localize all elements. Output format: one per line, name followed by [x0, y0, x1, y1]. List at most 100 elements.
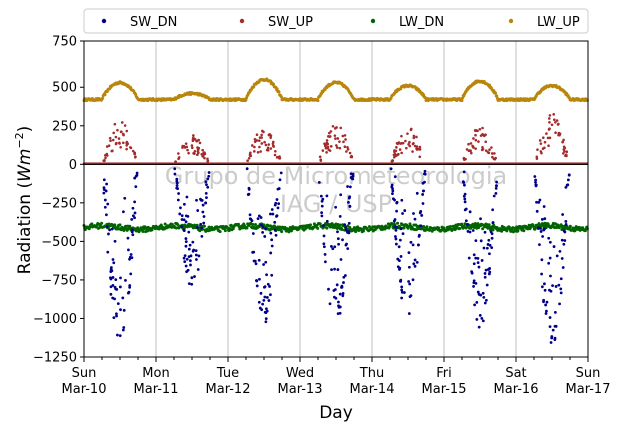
x-tick-label-date: Mar-14	[350, 382, 395, 397]
sw-dn-point	[391, 187, 394, 191]
lw-dn-point	[272, 224, 276, 228]
sw-up-point	[538, 139, 542, 142]
sw-up-point	[562, 148, 566, 151]
sw-dn-point	[276, 206, 280, 210]
sw-up-point	[102, 159, 105, 162]
sw-dn-point	[274, 233, 278, 237]
watermark-line: IAG / USP	[280, 190, 392, 218]
sw-up-point	[116, 128, 119, 132]
sw-dn-point	[334, 205, 338, 209]
sw-dn-point	[538, 226, 542, 230]
sw-dn-point	[547, 236, 551, 240]
sw-dn-point	[264, 260, 268, 264]
sw-dn-point	[114, 278, 118, 282]
sw-up-point	[404, 139, 407, 143]
sw-up-point	[474, 138, 478, 142]
sw-dn-point	[543, 288, 547, 292]
sw-dn-point	[393, 175, 397, 179]
sw-up-point	[110, 149, 114, 153]
sw-up-point	[481, 126, 484, 130]
sw-dn-point	[195, 198, 198, 202]
sw-up-point	[269, 147, 273, 150]
sw-dn-point	[204, 201, 207, 205]
lw-dn-point	[500, 229, 504, 233]
sw-up-point	[134, 155, 137, 159]
sw-dn-point	[462, 181, 466, 184]
sw-dn-point	[264, 227, 267, 230]
sw-dn-point	[416, 243, 420, 247]
sw-dn-point	[394, 242, 398, 246]
sw-dn-point	[102, 191, 106, 195]
sw-dn-point	[480, 316, 484, 320]
sw-up-point	[333, 127, 337, 130]
sw-dn-point	[196, 209, 200, 212]
sw-up-point	[174, 160, 177, 163]
sw-dn-point	[183, 254, 187, 257]
sw-dn-point	[263, 310, 267, 314]
sw-dn-point	[119, 276, 122, 280]
sw-up-point	[490, 146, 493, 149]
sw-up-point	[558, 133, 561, 137]
sw-dn-point	[472, 253, 476, 257]
sw-dn-point	[128, 257, 131, 261]
sw-dn-point	[122, 210, 125, 214]
sw-dn-point	[344, 243, 348, 247]
sw-dn-point	[395, 201, 399, 205]
sw-dn-point	[485, 283, 489, 287]
sw-up-point	[338, 140, 341, 143]
sw-dn-point	[398, 259, 401, 263]
sw-up-point	[335, 146, 339, 149]
sw-up-point	[469, 142, 473, 145]
sw-dn-point	[180, 218, 184, 221]
sw-dn-point	[115, 333, 119, 337]
sw-dn-point	[492, 194, 496, 198]
lw-dn-point	[481, 227, 485, 231]
sw-up-point	[274, 149, 277, 153]
sw-up-point	[547, 144, 550, 148]
sw-up-point	[125, 144, 128, 147]
sw-dn-point	[475, 300, 479, 304]
sw-dn-point	[185, 270, 189, 274]
sw-dn-point	[182, 218, 186, 222]
x-tick-label-date: Mar-15	[422, 382, 467, 397]
sw-dn-point	[329, 245, 333, 248]
sw-dn-point	[535, 209, 539, 213]
sw-dn-point	[322, 242, 326, 246]
sw-dn-point	[495, 180, 499, 184]
sw-dn-point	[421, 181, 425, 185]
sw-up-point	[464, 157, 467, 161]
sw-dn-point	[559, 291, 563, 295]
sw-dn-point	[343, 223, 347, 227]
sw-up-point	[346, 148, 350, 151]
sw-dn-point	[423, 172, 427, 176]
sw-dn-point	[548, 316, 552, 319]
sw-dn-point	[336, 237, 340, 241]
sw-dn-point	[187, 247, 191, 251]
sw-dn-point	[422, 189, 425, 193]
sw-dn-point	[251, 250, 255, 254]
lw-dn-point	[422, 224, 426, 228]
sw-dn-point	[180, 214, 184, 218]
sw-dn-point	[133, 216, 136, 220]
sw-dn-point	[257, 300, 261, 304]
sw-dn-point	[494, 191, 498, 195]
sw-dn-point	[264, 317, 268, 321]
legend-label: LW_DN	[399, 15, 444, 30]
sw-up-point	[550, 123, 554, 127]
legend-label: SW_UP	[268, 15, 313, 30]
sw-up-point	[541, 147, 545, 151]
sw-up-point	[187, 151, 190, 155]
sw-dn-point	[551, 284, 554, 287]
sw-dn-point	[122, 326, 126, 329]
sw-dn-point	[543, 282, 546, 286]
sw-dn-point	[463, 192, 467, 196]
sw-dn-point	[182, 256, 186, 260]
sw-dn-point	[407, 280, 411, 283]
sw-up-point	[477, 140, 480, 143]
sw-up-point	[548, 136, 552, 140]
sw-up-point	[267, 143, 271, 146]
sw-dn-point	[134, 185, 138, 189]
sw-up-point	[335, 144, 338, 147]
sw-up-point	[562, 152, 565, 155]
